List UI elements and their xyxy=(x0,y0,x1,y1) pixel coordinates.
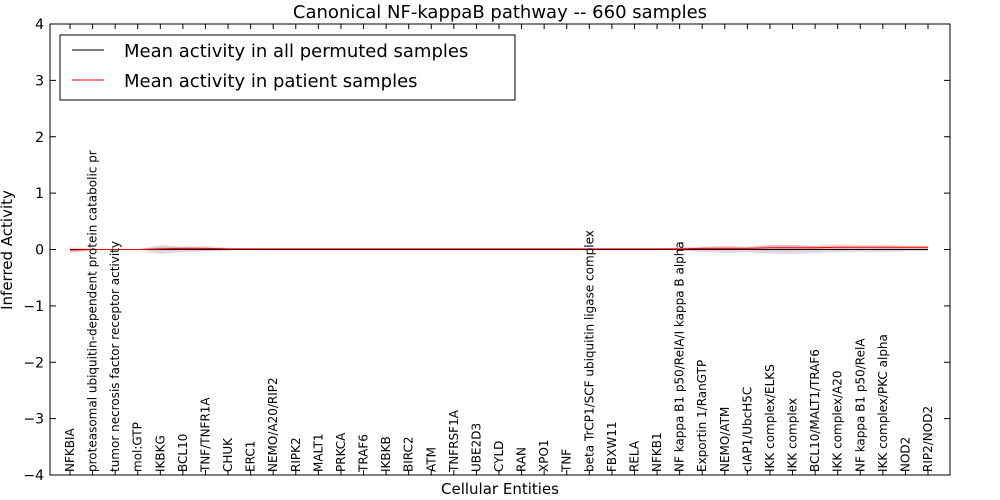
x-tick-label: NOD2 xyxy=(898,437,912,472)
y-tick-label: −3 xyxy=(23,412,44,428)
x-tick-label: NF kappa B1 p50/RelA/I kappa B alpha xyxy=(673,241,687,472)
y-tick-label: −1 xyxy=(23,299,44,315)
legend-label-patient: Mean activity in patient samples xyxy=(124,71,418,92)
y-axis-label: Inferred Activity xyxy=(0,190,16,310)
x-tick-label: TNFRSF1A xyxy=(447,409,461,473)
x-tick-label: NFKB1 xyxy=(650,432,664,472)
x-axis-label: Cellular Entities xyxy=(441,480,559,498)
x-tick-label: NEMO/A20/RIP2 xyxy=(266,377,280,472)
series-line-1 xyxy=(69,246,928,251)
x-tick-label: NF kappa B1 p50/RelA xyxy=(853,338,867,472)
x-tick-label: IKK complex xyxy=(786,398,800,472)
x-tick-label: UBE2D3 xyxy=(469,423,483,472)
y-tick-label: 1 xyxy=(35,186,44,202)
x-tick-label: IKK complex/ELKS xyxy=(763,364,777,472)
series-lines xyxy=(69,246,928,251)
x-tick-label: MALT1 xyxy=(311,433,325,472)
x-tick-label: XPO1 xyxy=(537,439,551,472)
x-tick-label: ERC1 xyxy=(244,441,258,472)
y-tick-label: −2 xyxy=(23,355,44,371)
series-band-0 xyxy=(70,245,928,254)
x-tick-label: BIRC2 xyxy=(402,436,416,472)
x-tick-label: RELA xyxy=(627,440,641,472)
x-tick-label: TRAF6 xyxy=(357,434,371,473)
y-tick-label: 0 xyxy=(35,243,44,259)
y-tick-label: −4 xyxy=(23,468,44,484)
x-tick-label: BCL10 xyxy=(176,434,190,472)
x-tick-label: IKBKG xyxy=(153,435,167,472)
x-tick-label: IKK complex/PKC alpha xyxy=(876,334,890,472)
x-tick-label: CHUK xyxy=(221,437,235,472)
x-tick-label: beta TrCP1/SCF ubiquitin ligase complex xyxy=(582,230,596,472)
x-tick-label: mol:GTP xyxy=(131,422,145,472)
x-tick-label: Exportin 1/RanGTP xyxy=(695,360,709,472)
x-axis: NFKBIA proteasomal ubiquitin-dependent pr… xyxy=(63,24,935,475)
x-tick-label: RAN xyxy=(515,447,529,472)
x-tick-label: FBXW11 xyxy=(605,422,619,473)
x-tick-label: proteasomal ubiquitin-dependent protein … xyxy=(86,150,100,472)
x-tick-label: IKK complex/A20 xyxy=(831,371,845,472)
x-tick-label: TNF/TNFR1A xyxy=(198,397,212,473)
x-tick-label: ATM xyxy=(424,447,438,472)
x-tick-label: RIPK2 xyxy=(289,437,303,472)
x-tick-label: NEMO/ATM xyxy=(718,407,732,472)
x-tick-label: RIP2/NOD2 xyxy=(921,406,935,472)
x-tick-label: TNF xyxy=(560,449,574,473)
x-tick-label: cIAP1/UbcH5C xyxy=(740,387,754,472)
legend-label-permuted: Mean activity in all permuted samples xyxy=(124,41,468,62)
y-tick-label: 2 xyxy=(35,130,44,146)
y-axis: −4 −3 −2 −1 0 1 2 3 4 xyxy=(23,17,950,484)
legend: Mean activity in all permuted samples Me… xyxy=(59,34,516,101)
legend-box xyxy=(59,34,516,101)
x-tick-label: IKBKB xyxy=(379,436,393,472)
x-tick-label: BCL10/MALT1/TRAF6 xyxy=(808,349,822,472)
y-tick-label: 4 xyxy=(35,17,44,33)
chart-title: Canonical NF-kappaB pathway -- 660 sampl… xyxy=(293,2,707,23)
x-tick-label: PRKCA xyxy=(334,432,348,472)
x-tick-label: tumor necrosis factor receptor activity xyxy=(108,241,122,472)
y-tick-label: 3 xyxy=(35,73,44,89)
x-tick-label: NFKBIA xyxy=(63,427,77,472)
x-tick-label: CYLD xyxy=(492,441,506,472)
